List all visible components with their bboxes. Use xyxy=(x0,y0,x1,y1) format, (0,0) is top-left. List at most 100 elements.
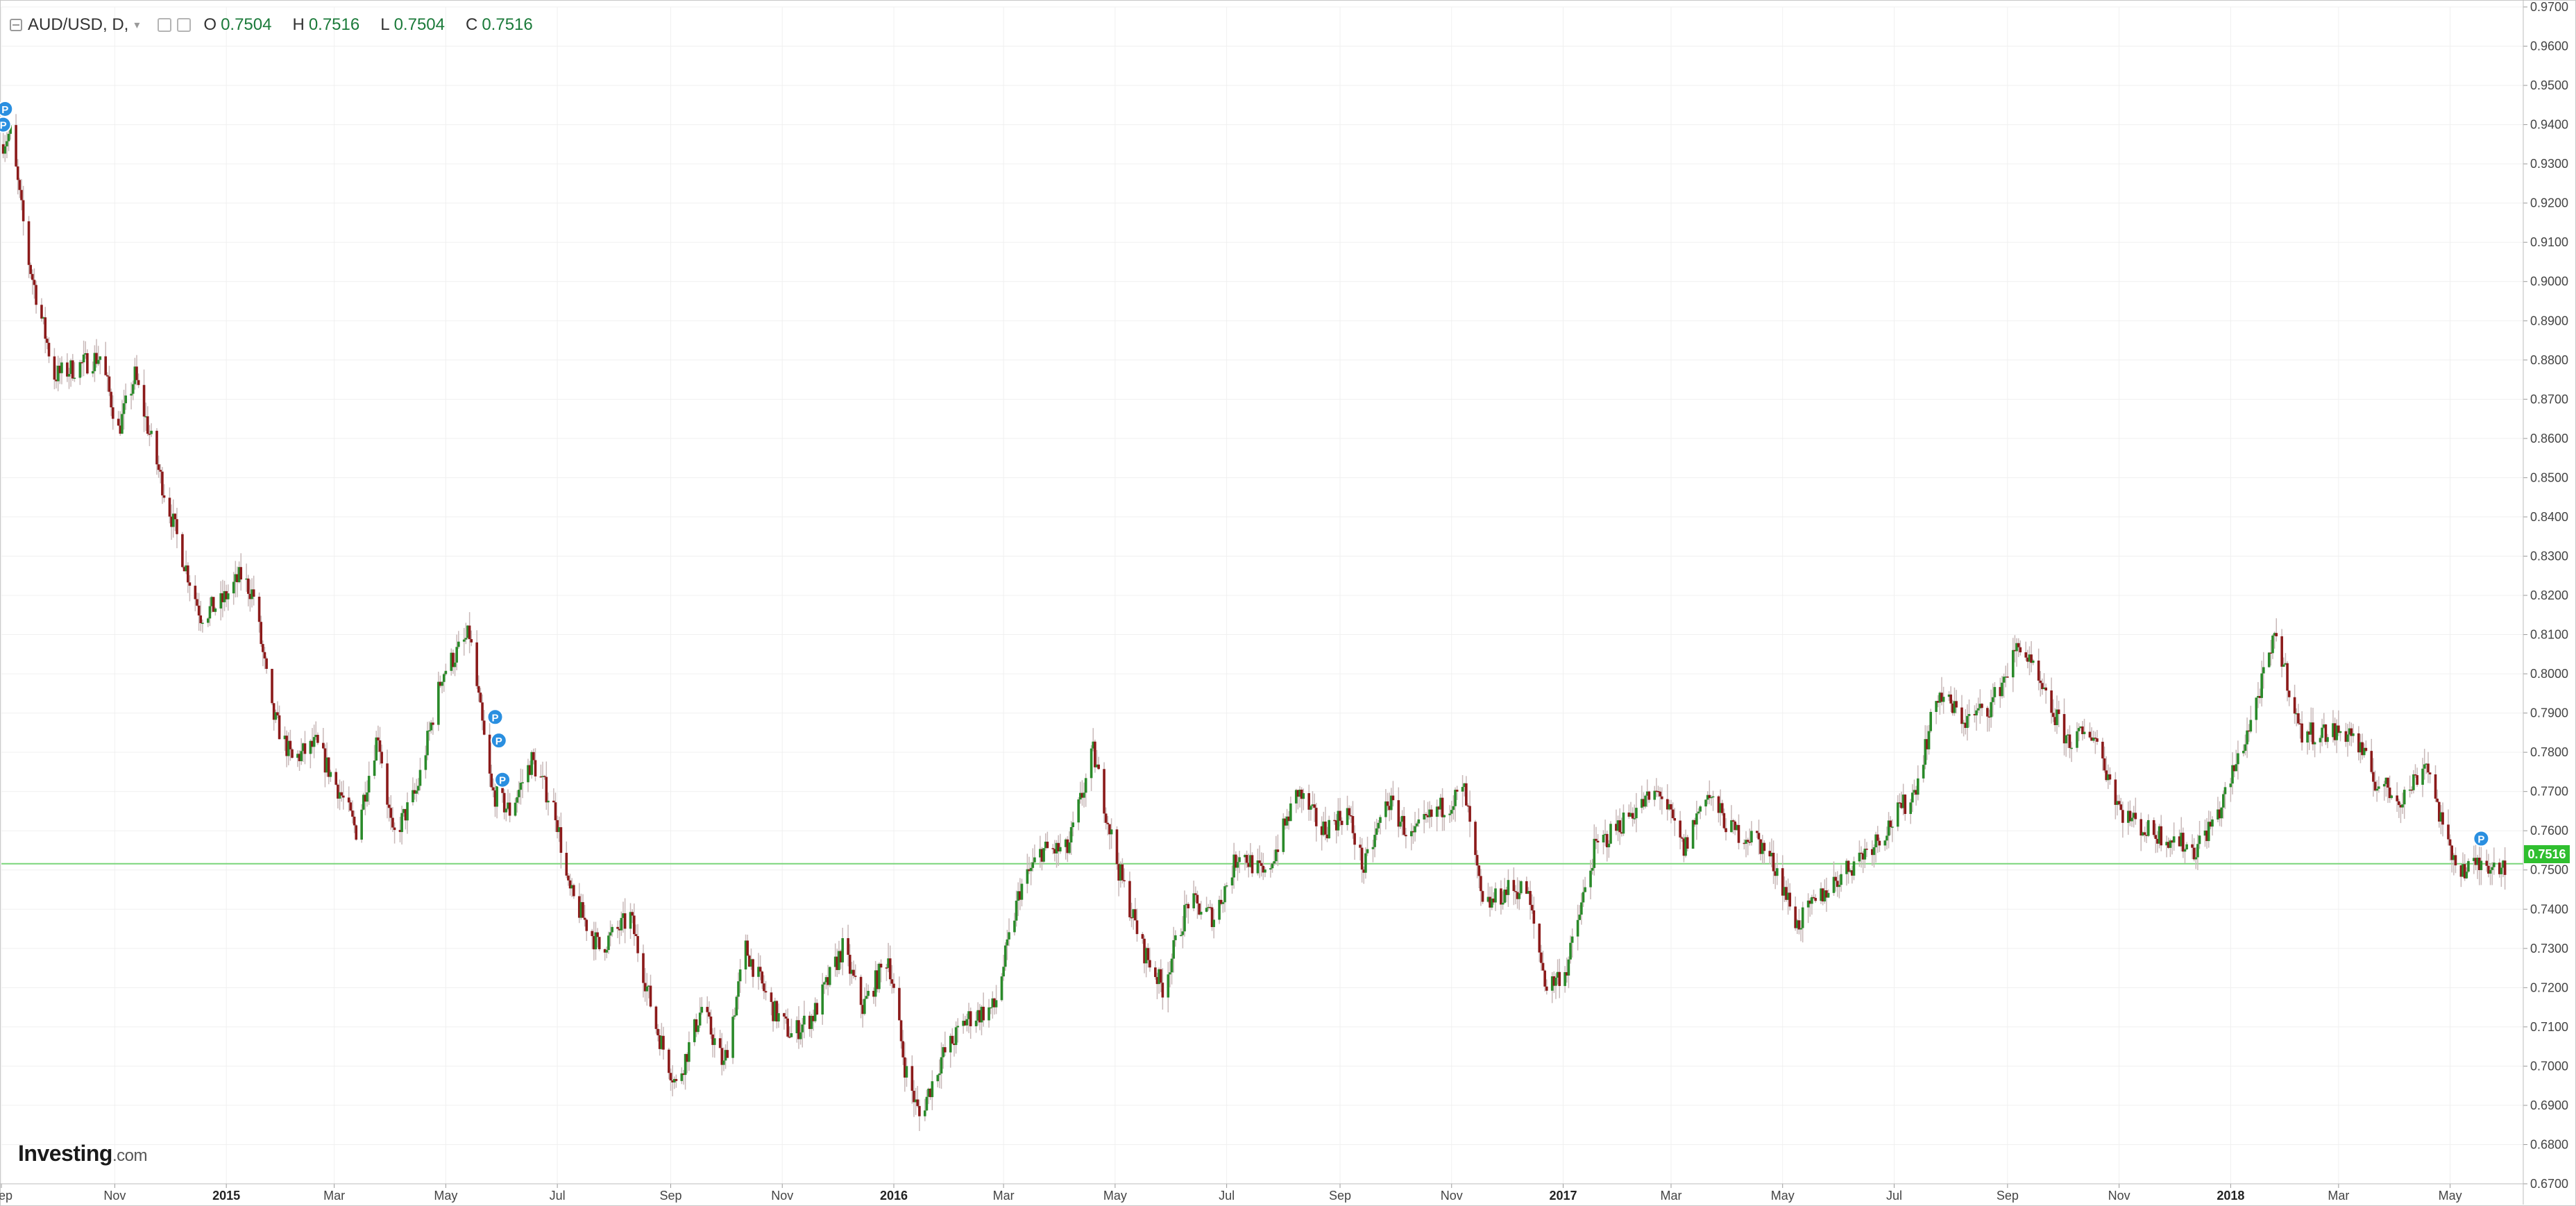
candle-down xyxy=(263,652,266,659)
candle-up xyxy=(2401,804,2404,808)
candle-down xyxy=(1437,806,1441,810)
candle-up xyxy=(312,737,316,747)
candle-up xyxy=(799,1032,802,1039)
candle-down xyxy=(815,1003,819,1015)
candle-down xyxy=(2258,696,2262,698)
candle-down xyxy=(1245,855,1248,863)
candle-down xyxy=(706,1007,709,1012)
candle-up xyxy=(2423,764,2426,769)
candle-up xyxy=(2295,713,2298,715)
candle-down xyxy=(534,760,537,776)
candle-down xyxy=(260,622,263,645)
candle-down xyxy=(1353,833,1356,845)
candle-down xyxy=(1219,899,1223,904)
candle-up xyxy=(1415,823,1418,826)
candle-up xyxy=(375,737,378,761)
candle-up xyxy=(1580,902,1583,915)
candle-down xyxy=(1847,860,1850,872)
candle-up xyxy=(1927,731,1931,749)
candle-up xyxy=(962,1021,965,1026)
candle-up xyxy=(1578,915,1582,920)
candle-up xyxy=(1435,806,1439,817)
candle-down xyxy=(1028,869,1031,872)
candle-down xyxy=(1825,890,1828,898)
candle-down xyxy=(492,787,495,791)
settings-square-icon[interactable] xyxy=(158,18,172,32)
candle-down xyxy=(1834,876,1837,881)
candle-down xyxy=(2350,728,2353,736)
candle-up xyxy=(828,967,831,985)
candle-up xyxy=(2262,667,2265,674)
candle-up xyxy=(1901,795,1905,808)
candle-down xyxy=(1757,833,1761,840)
candle-up xyxy=(2375,788,2378,791)
symbol-title[interactable]: AUD/USD, D, xyxy=(28,15,129,34)
candle-down xyxy=(148,434,151,435)
candle-up xyxy=(942,1047,944,1058)
p-marker-icon: P xyxy=(494,771,511,788)
candle-down xyxy=(2114,779,2117,805)
candle-up xyxy=(925,1096,929,1111)
candle-down xyxy=(86,353,89,374)
investing-logo[interactable]: Investing.com xyxy=(18,1141,147,1166)
chevron-down-icon[interactable]: ▾ xyxy=(134,19,140,31)
candle-down xyxy=(879,963,883,968)
candle-up xyxy=(1377,822,1380,829)
candle-down xyxy=(501,785,504,793)
candle-down xyxy=(1262,865,1265,873)
candle-down xyxy=(2152,819,2155,835)
candle-down xyxy=(2357,733,2360,753)
candle-down xyxy=(1123,880,1126,882)
candle-down xyxy=(963,1021,967,1026)
candle-up xyxy=(1302,793,1305,799)
candle-up xyxy=(2015,643,2018,652)
candle-down xyxy=(847,937,849,955)
candle-down xyxy=(899,1020,903,1042)
candle-up xyxy=(1604,833,1607,835)
candle-up xyxy=(1212,919,1215,928)
x-tick-label: Mar xyxy=(2328,1189,2349,1203)
candle-down xyxy=(554,802,557,821)
candle-down xyxy=(58,366,62,373)
candle-up xyxy=(1015,900,1018,921)
candle-up xyxy=(1622,812,1625,834)
candle-down xyxy=(2437,801,2441,822)
candle-down xyxy=(470,639,473,643)
y-tick-label: 0.8100 xyxy=(2530,628,2568,642)
candle-down xyxy=(173,513,177,520)
candle-down xyxy=(1154,967,1157,978)
candle-up xyxy=(738,969,742,982)
p-marker-icon: P xyxy=(0,116,12,133)
candle-up xyxy=(905,1066,908,1078)
eye-square-icon[interactable] xyxy=(177,18,192,32)
candle-down xyxy=(764,991,768,993)
candle-down xyxy=(632,915,636,935)
candle-down xyxy=(797,1020,800,1039)
y-tick-label: 0.8700 xyxy=(2530,392,2568,406)
candle-down xyxy=(1339,810,1341,821)
candle-down xyxy=(155,430,158,465)
candle-down xyxy=(872,990,875,997)
candle-down xyxy=(1756,831,1759,833)
candle-up xyxy=(402,809,405,813)
candle-down xyxy=(1642,799,1645,807)
candle-down xyxy=(1821,888,1824,902)
candle-down xyxy=(1794,906,1797,928)
candle-down xyxy=(1627,812,1631,817)
candle-down xyxy=(22,200,25,221)
candle-up xyxy=(450,652,453,671)
candle-up xyxy=(1916,778,1920,795)
candle-up xyxy=(130,393,133,396)
candle-up xyxy=(2378,786,2380,789)
candle-up xyxy=(1913,790,1916,793)
candle-down xyxy=(2218,809,2221,819)
collapse-icon[interactable] xyxy=(10,19,22,31)
candle-up xyxy=(1872,847,1876,856)
candle-down xyxy=(1081,792,1084,798)
candle-up xyxy=(1695,813,1698,825)
x-tick-label: Jul xyxy=(1219,1189,1235,1203)
candle-down xyxy=(1143,938,1146,964)
candle-down xyxy=(2128,810,2132,822)
candle-up xyxy=(366,792,368,802)
